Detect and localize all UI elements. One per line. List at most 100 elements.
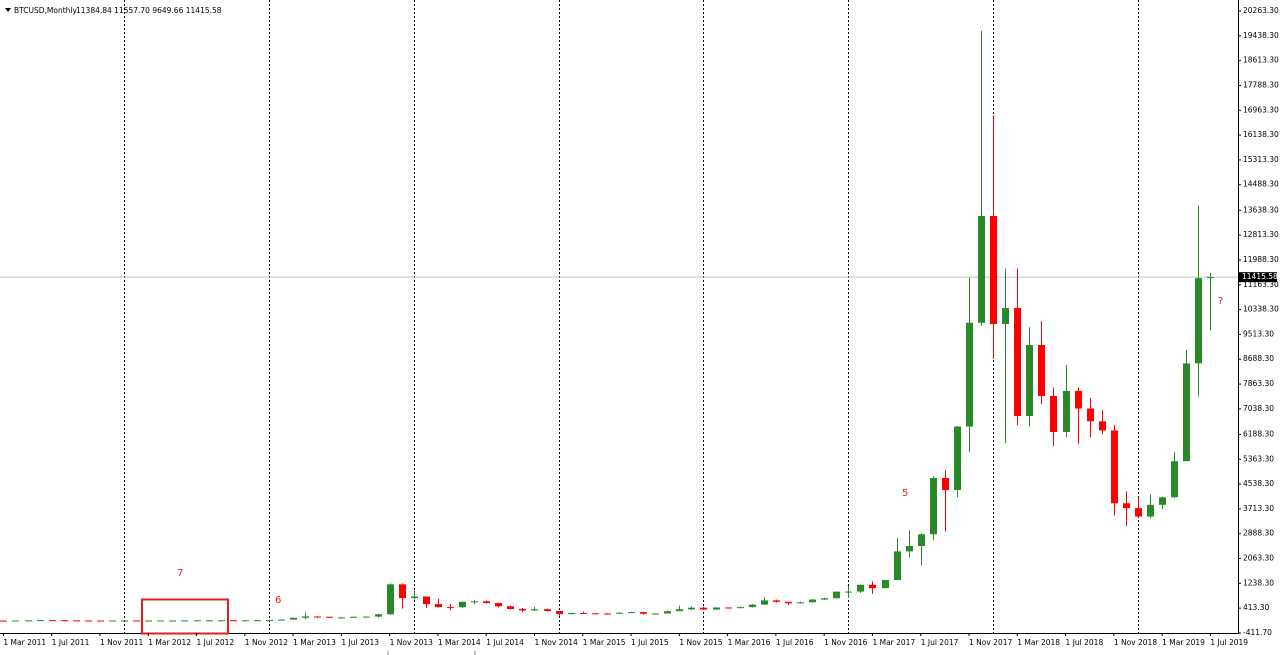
- menu-arrow[interactable]: [5, 8, 11, 12]
- candle-body: [1147, 504, 1154, 517]
- y-tick-label: 16963.30: [1243, 105, 1279, 114]
- candle-body: [1050, 396, 1057, 432]
- candle-body: [785, 601, 792, 604]
- candle-body: [628, 612, 635, 614]
- candle-body: [326, 616, 333, 618]
- y-tick-label: 6188.30: [1243, 429, 1274, 438]
- x-tick-label: 1 Jul 2015: [631, 638, 669, 647]
- y-tick-label: 17788.30: [1243, 80, 1279, 89]
- candle-body: [157, 620, 164, 622]
- x-tick-label: 1 Nov 2015: [679, 638, 722, 647]
- x-tick-label: 1 Nov 2018: [1114, 638, 1157, 647]
- y-tick-label: 8688.30: [1243, 354, 1274, 363]
- y-tick-label: 16138.30: [1243, 130, 1279, 139]
- candle-body: [797, 602, 804, 604]
- y-tick-label: 7038.30: [1243, 404, 1274, 413]
- y-tick-label: 9513.30: [1243, 329, 1274, 338]
- candle-body: [483, 601, 490, 604]
- candle-body: [1195, 278, 1202, 364]
- x-tick-label: 1 Mar 2014: [438, 638, 481, 647]
- candle-body: [725, 607, 732, 609]
- x-tick-label: 1 Mar 2018: [1017, 638, 1060, 647]
- candle-body: [1207, 277, 1214, 279]
- candle-body: [1135, 508, 1142, 517]
- x-tick-label: 1 Jul 2018: [1066, 638, 1104, 647]
- y-tick-label: 3713.30: [1243, 504, 1274, 513]
- candle-body: [1075, 390, 1082, 409]
- y-tick-label: 2888.30: [1243, 529, 1274, 538]
- candle-body: [73, 620, 80, 622]
- candle-body: [25, 620, 32, 622]
- candle-body: [544, 609, 551, 611]
- x-tick-label: 1 Jul 2011: [52, 638, 90, 647]
- y-tick-label: 10338.30: [1243, 305, 1279, 314]
- candle-body: [145, 620, 152, 622]
- candle-body: [894, 551, 901, 580]
- candle-body: [966, 322, 973, 427]
- candle-body: [821, 598, 828, 600]
- x-tick-label: 1 Jul 2019: [1210, 638, 1248, 647]
- candle-body: [206, 620, 213, 622]
- annotation: 5: [902, 488, 908, 499]
- candle-body: [471, 601, 478, 603]
- candle-body: [1183, 363, 1190, 462]
- x-tick-label: 1 Nov 2014: [534, 638, 577, 647]
- candle-body: [314, 616, 321, 618]
- candle-body: [242, 620, 249, 622]
- y-tick-label: 11163.30: [1243, 280, 1279, 289]
- y-tick-label: 7863.30: [1243, 379, 1274, 388]
- candle-body: [869, 584, 876, 589]
- y-tick-label: 4538.30: [1243, 479, 1274, 488]
- y-tick-label: 15313.30: [1243, 155, 1279, 164]
- candle-body: [930, 478, 937, 535]
- candle-body: [181, 620, 188, 622]
- annotation: 6: [275, 595, 281, 606]
- candle-body: [857, 584, 864, 592]
- candle-body: [906, 546, 913, 552]
- x-tick-label: 1 Jul 2012: [197, 638, 235, 647]
- candle-body: [194, 620, 201, 622]
- candle-body: [169, 620, 176, 622]
- candle-body: [423, 596, 430, 605]
- x-tick-label: 1 Mar 2011: [3, 638, 46, 647]
- x-tick-label: 1 Mar 2016: [728, 638, 771, 647]
- candle-body: [845, 591, 852, 593]
- x-tick-label: 1 Mar 2017: [872, 638, 915, 647]
- candle-body: [399, 584, 406, 599]
- candle-body: [350, 616, 357, 618]
- candle-body: [749, 604, 756, 608]
- candle-body: [121, 620, 128, 622]
- candle-body: [978, 215, 985, 323]
- candle-body: [254, 620, 261, 622]
- candle-body: [507, 606, 514, 610]
- candle-body: [1171, 461, 1178, 498]
- y-tick-label: 2063.30: [1243, 554, 1274, 563]
- candle-body: [688, 607, 695, 610]
- x-tick-label: 1 Mar 2012: [148, 638, 191, 647]
- annotation: 7: [177, 568, 183, 579]
- annotation: ?: [1218, 296, 1223, 307]
- candle-body: [278, 619, 285, 621]
- candle-body: [761, 600, 768, 605]
- candle-body: [97, 620, 104, 622]
- x-tick-label: 1 Nov 2017: [969, 638, 1012, 647]
- candle-body: [737, 607, 744, 609]
- candle-body: [290, 617, 297, 620]
- candle-body: [519, 609, 526, 611]
- candle-body: [568, 612, 575, 615]
- x-tick-label: 1 Nov 2013: [390, 638, 433, 647]
- candle-body: [37, 620, 44, 622]
- x-tick-label: 1 Jul 2016: [776, 638, 814, 647]
- candle-body: [1026, 345, 1033, 417]
- candle-body: [1014, 308, 1021, 417]
- candle-body: [302, 616, 309, 618]
- candle-body: [266, 620, 273, 622]
- y-tick-label: 1238.30: [1243, 578, 1274, 587]
- candle-body: [363, 616, 370, 618]
- candle-body: [1111, 430, 1118, 504]
- candle-body: [1123, 503, 1130, 509]
- candle-body: [338, 617, 345, 619]
- candle-body: [49, 620, 56, 622]
- y-tick-label: 19438.30: [1243, 31, 1279, 40]
